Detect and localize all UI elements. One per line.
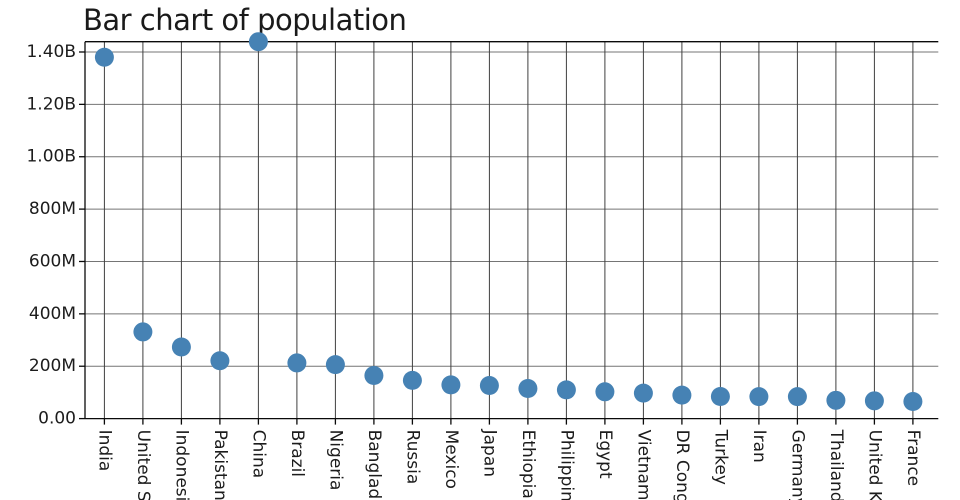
y-tick-label: 400M [29,304,76,324]
y-tick-label: 0.00 [38,409,76,429]
data-point[interactable] [479,375,499,395]
x-tick-label: Indonesia [171,430,191,500]
y-tick-label: 1.40B [26,42,76,62]
y-tick-label: 1.00B [26,147,76,167]
x-tick-label: Ethiopia [518,430,538,499]
y-tick-label: 1.20B [26,94,76,114]
x-tick-label: Russia [402,430,422,485]
y-tick-label: 800M [29,199,76,219]
x-tick-label: India [94,430,114,472]
y-axis-tick-marks [79,51,85,420]
x-tick-label: Egypt [595,430,615,479]
data-point[interactable] [518,378,538,398]
x-tick-label: Mexico [441,430,461,489]
data-point[interactable] [826,390,846,410]
x-tick-label: Iran [749,430,769,463]
data-point[interactable] [903,392,923,412]
data-point[interactable] [672,385,692,405]
x-tick-label: Philippines [556,430,576,500]
data-point[interactable] [210,351,230,371]
x-tick-label: Nigeria [325,430,345,491]
x-tick-label: Brazil [287,430,307,477]
data-point[interactable] [94,47,114,67]
x-tick-label: Turkey [710,429,730,485]
data-point[interactable] [402,370,422,390]
data-point[interactable] [633,383,653,403]
x-tick-label: Japan [479,429,499,477]
y-tick-label: 600M [29,251,76,271]
chart-title: Bar chart of population [83,3,407,37]
x-tick-label: Vietnam [633,430,653,500]
data-point[interactable] [787,387,807,407]
x-tick-label: DR Congo [672,430,692,500]
x-axis-tick-marks [103,418,914,425]
data-point[interactable] [364,365,384,385]
x-tick-label: Bangladesh [364,430,384,500]
data-point[interactable] [287,353,307,373]
x-tick-label: United States [133,430,153,500]
x-tick-label: Pakistan [210,430,230,500]
data-point[interactable] [749,387,769,407]
x-axis-tick-labels: India United States Indonesia Pakistan China… [94,429,923,500]
data-point[interactable] [325,355,345,375]
data-point[interactable] [556,380,576,400]
data-point[interactable] [441,375,461,395]
x-tick-label: Thailand [826,429,846,500]
data-point[interactable] [133,322,153,342]
data-point[interactable] [248,32,268,52]
data-point[interactable] [171,337,191,357]
data-point[interactable] [864,391,884,411]
data-point[interactable] [710,387,730,407]
x-tick-label: United Kingdom [864,430,884,500]
x-tick-label: France [903,430,923,487]
x-tick-label: Germany [787,430,807,500]
horizontal-gridlines [85,51,939,367]
data-points [94,32,923,412]
data-point[interactable] [595,382,615,402]
y-tick-label: 200M [29,356,76,376]
y-axis-tick-labels: 0.00 200M 400M 600M 800M 1.00B 1.20B 1.40B [26,42,76,429]
x-tick-label: China [248,430,268,479]
